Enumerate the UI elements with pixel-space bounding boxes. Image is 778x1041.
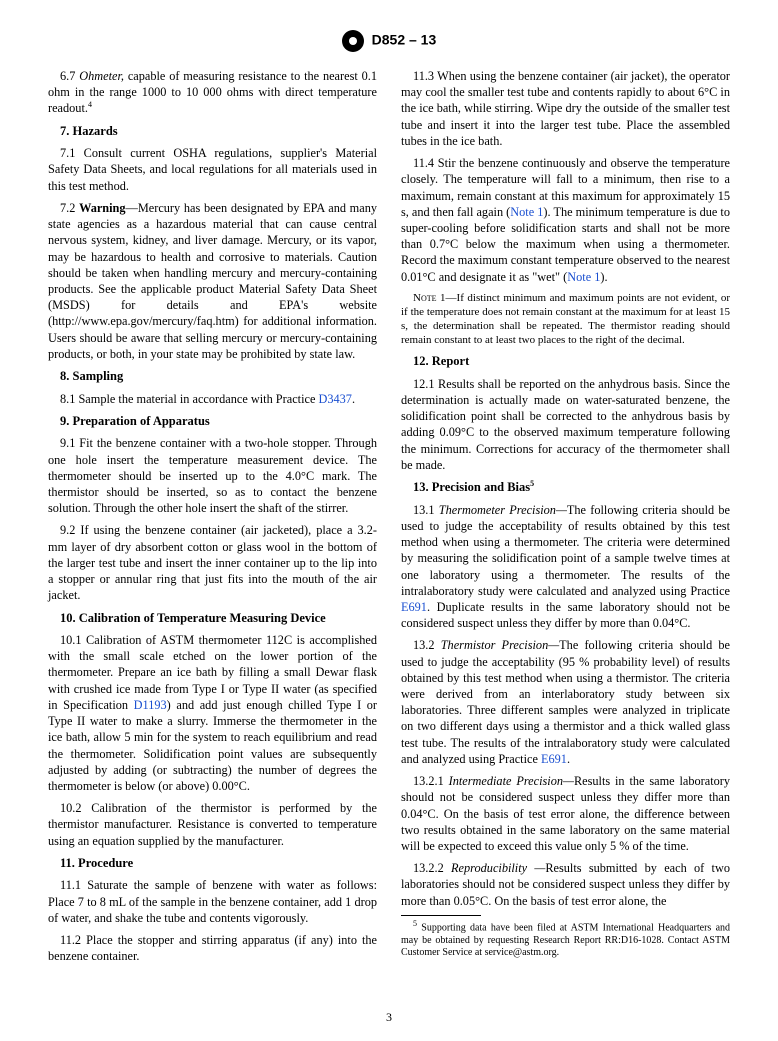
section-13-head: 13. Precision and Bias5 [401,479,730,496]
para-11-2: 11.2 Place the stopper and stirring appa… [48,932,377,964]
clause-num: 8.1 [60,392,75,406]
clause-num: 9.2 [60,523,75,537]
para-10-2: 10.2 Calibration of the thermistor is pe… [48,800,377,849]
reference-link[interactable]: D1193 [134,698,167,712]
footnote-marker: 5 [413,919,417,928]
section-11-head: 11. Procedure [48,855,377,872]
text: Fit the benzene container with a two-hol… [48,436,377,515]
clause-num: 11.4 [413,156,434,170]
section-10-head: 10. Calibration of Temperature Measuring… [48,610,377,627]
clause-num: 7.1 [60,146,75,160]
text: Sample the material in accordance with P… [78,392,318,406]
text: If using the benzene container (air jack… [48,523,377,602]
para-12-1: 12.1 Results shall be reported on the an… [401,376,730,473]
para-13-1: 13.1 Thermometer Precision—The following… [401,502,730,632]
page-number: 3 [0,1010,778,1025]
para-13-2-2: 13.2.2 Reproducibility —Results submitte… [401,860,730,909]
term: Reproducibility — [451,861,545,875]
reference-link[interactable]: E691 [541,752,567,766]
text: When using the benzene container (air ja… [401,69,730,148]
astm-logo-icon [342,30,364,52]
para-10-1: 10.1 Calibration of ASTM thermometer 112… [48,632,377,794]
text: ). [600,270,607,284]
term: Intermediate Precision— [449,774,574,788]
term: Thermometer Precision— [439,503,567,517]
clause-num: 7.2 [60,201,75,215]
footnote-text: Supporting data have been filed at ASTM … [401,922,730,958]
page: D852 – 13 6.7 Ohmeter, capable of measur… [0,0,778,1041]
para-11-1: 11.1 Saturate the sample of benzene with… [48,877,377,926]
body-columns: 6.7 Ohmeter, capable of measuring resist… [48,68,730,968]
clause-num: 13.2.1 [413,774,444,788]
para-13-2-1: 13.2.1 Intermediate Precision—Results in… [401,773,730,854]
section-12-head: 12. Report [401,353,730,370]
clause-num: 11.3 [413,69,434,83]
clause-num: 10.2 [60,801,82,815]
note-1: Note 1—If distinct minimum and maximum p… [401,291,730,347]
text: The following criteria should be used to… [401,638,730,766]
section-9-head: 9. Preparation of Apparatus [48,413,377,430]
clause-num: 12.1 [413,377,435,391]
section-title: 13. Precision and Bias [413,480,530,494]
clause-num: 13.1 [413,503,435,517]
clause-num: 6.7 [60,69,75,83]
clause-num: 9.1 [60,436,75,450]
warning-label: Warning [79,201,125,215]
section-7-head: 7. Hazards [48,123,377,140]
note-link[interactable]: Note 1 [510,205,543,219]
text: Saturate the sample of benzene with wate… [48,878,377,924]
text: Consult current OSHA regulations, suppli… [48,146,377,192]
para-8-1: 8.1 Sample the material in accordance wi… [48,391,377,407]
footnote-rule [401,915,481,916]
para-7-2: 7.2 Warning—Mercury has been designated … [48,200,377,362]
clause-num: 13.2 [413,638,435,652]
para-6-7: 6.7 Ohmeter, capable of measuring resist… [48,68,377,117]
page-header: D852 – 13 [48,30,730,52]
clause-num: 13.2.2 [413,861,444,875]
text: . [352,392,355,406]
text: . [567,752,570,766]
para-13-2: 13.2 Thermistor Precision—The following … [401,637,730,767]
term: Thermistor Precision— [441,638,559,652]
footnote-ref: 5 [530,479,534,488]
text: . Duplicate results in the same laborato… [401,600,730,630]
para-11-3: 11.3 When using the benzene container (a… [401,68,730,149]
designation-text: D852 – 13 [372,32,437,48]
text: Place the stopper and stirring apparatus… [48,933,377,963]
footnote-ref: 4 [88,100,92,109]
reference-link[interactable]: D3437 [318,392,351,406]
para-11-4: 11.4 Stir the benzene continuously and o… [401,155,730,285]
para-9-1: 9.1 Fit the benzene container with a two… [48,435,377,516]
text: Calibration of the thermistor is perform… [48,801,377,847]
clause-num: 11.2 [60,933,81,947]
term: Ohmeter, [79,69,124,83]
clause-num: 10.1 [60,633,82,647]
text: —Mercury has been designated by EPA and … [48,201,377,361]
footnote-5: 5 Supporting data have been filed at AST… [401,919,730,960]
para-9-2: 9.2 If using the benzene container (air … [48,522,377,603]
text: ) and add just enough chilled Type I or … [48,698,377,793]
note-link[interactable]: Note 1 [567,270,600,284]
text: Results shall be reported on the anhydro… [401,377,730,472]
reference-link[interactable]: E691 [401,600,427,614]
clause-num: 11.1 [60,878,81,892]
para-7-1: 7.1 Consult current OSHA regulations, su… [48,145,377,194]
section-8-head: 8. Sampling [48,368,377,385]
note-label: Note 1— [413,292,457,304]
